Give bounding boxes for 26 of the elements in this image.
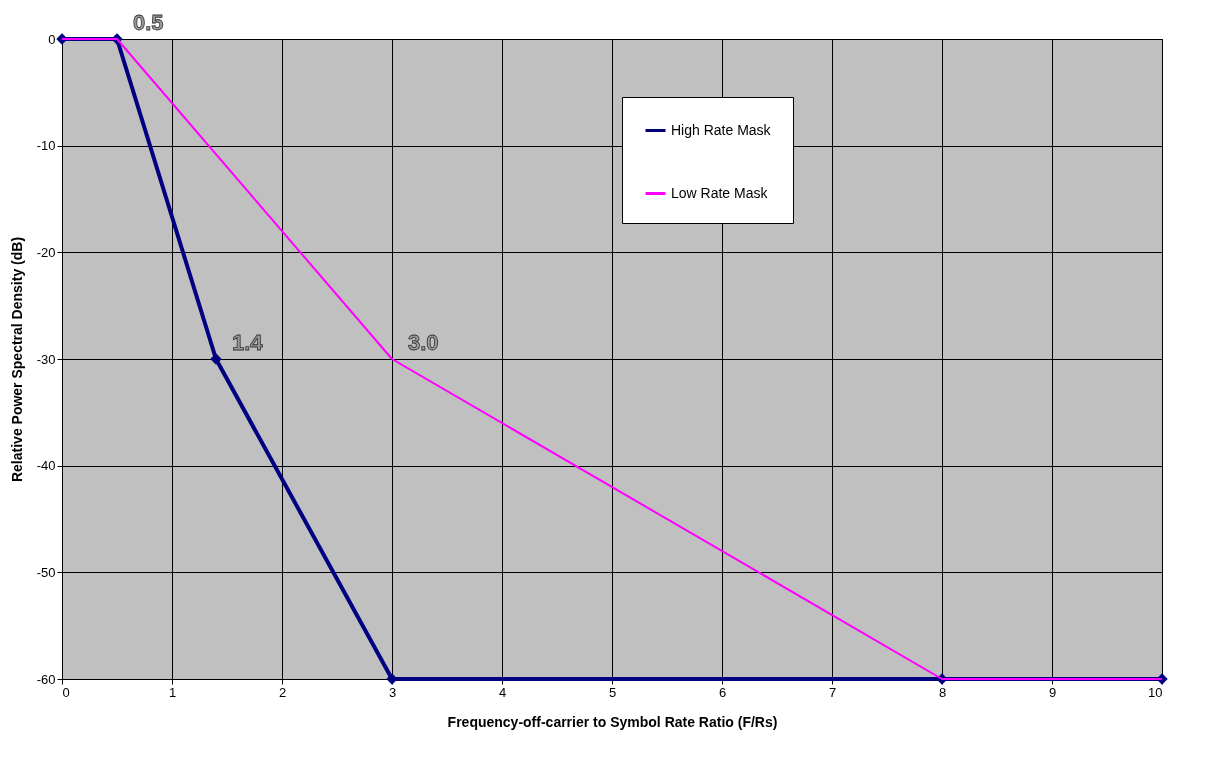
x-tick-label: 2 — [278, 684, 287, 700]
x-tick-label: 6 — [718, 684, 727, 700]
y-tick-label: -50 — [36, 564, 56, 580]
x-tick-label: 7 — [828, 684, 837, 700]
x-tick-label: 3 — [388, 684, 397, 700]
legend-label: Low Rate Mask — [671, 184, 769, 201]
legend-label: High Rate Mask — [671, 121, 772, 138]
x-axis-title: Frequency-off-carrier to Symbol Rate Ratio (F/Rs) — [447, 713, 778, 730]
annotation: 3.0 — [408, 330, 439, 355]
y-tick-label: -30 — [36, 351, 56, 367]
x-tick-label: 10 — [1148, 684, 1163, 700]
point — [210, 353, 222, 365]
x-tick-label: 5 — [608, 684, 617, 700]
x-tick-label: 9 — [1048, 684, 1057, 700]
annotation: 1.4 — [232, 330, 264, 355]
x-tick-label: 0 — [62, 684, 70, 700]
x-tick-label: 4 — [498, 684, 507, 700]
annotation: 0.5 — [133, 10, 164, 35]
y-tick-label: -60 — [36, 671, 56, 687]
y-tick-label: -20 — [36, 244, 56, 260]
x-tick-label: 1 — [168, 684, 177, 700]
x-tick-label: 8 — [938, 684, 947, 700]
y-tick-label: -40 — [36, 458, 56, 474]
y-tick-label: -10 — [36, 138, 56, 154]
y-axis-title: Relative Power Spectral Density (dB) — [8, 236, 25, 483]
y-tick-label: 0 — [48, 31, 56, 47]
